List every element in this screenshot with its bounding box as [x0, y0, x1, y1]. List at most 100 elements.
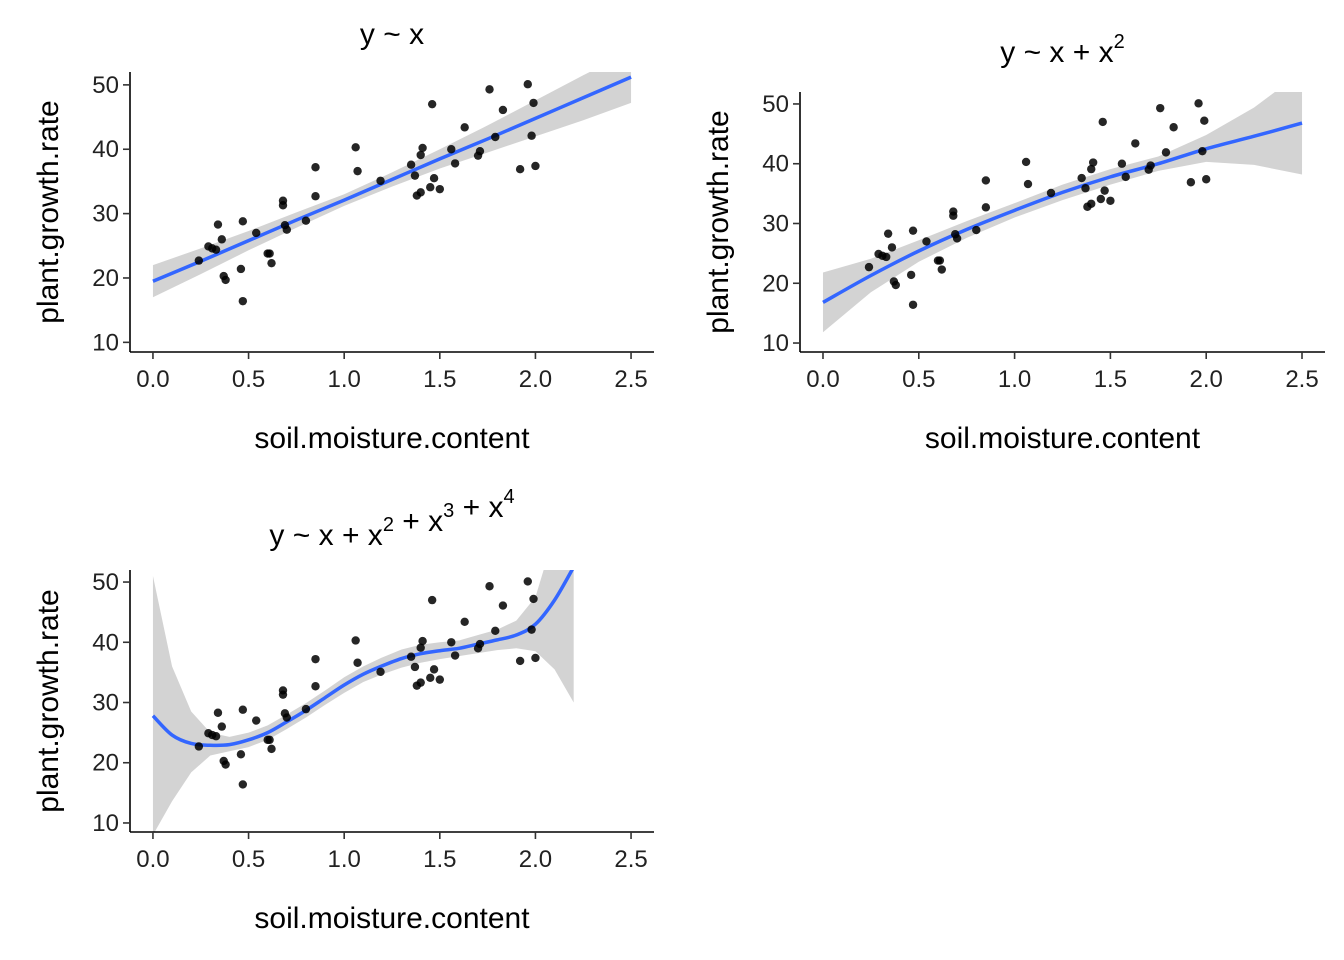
data-point: [491, 132, 500, 142]
data-point: [523, 80, 532, 89]
data-point: [891, 280, 900, 290]
data-point: [450, 651, 460, 660]
y-tick-label: 30: [762, 210, 789, 237]
data-point: [416, 643, 425, 652]
y-axis-title: plant.growth.rate: [32, 589, 65, 812]
data-point: [531, 653, 540, 663]
x-tick-label: 2.0: [519, 846, 552, 873]
data-point: [935, 256, 945, 265]
data-point: [311, 163, 320, 172]
data-point: [410, 171, 420, 180]
y-tick-label: 10: [92, 329, 119, 356]
data-point: [217, 722, 226, 731]
data-point: [267, 744, 276, 754]
data-point: [1146, 161, 1155, 170]
data-point: [194, 256, 204, 265]
data-point: [882, 252, 891, 262]
data-point: [221, 760, 230, 769]
data-point: [416, 678, 425, 687]
y-axis-title: plant.growth.rate: [702, 110, 735, 333]
panel-title: y ~ x: [360, 18, 424, 51]
x-tick-label: 0.5: [902, 366, 935, 393]
data-point: [311, 654, 320, 664]
data-point: [1117, 159, 1127, 168]
y-axis-title: plant.growth.rate: [32, 100, 65, 323]
data-point: [1131, 139, 1140, 148]
x-tick-label: 1.0: [998, 366, 1031, 393]
data-point: [1202, 175, 1211, 184]
x-tick-label: 1.0: [328, 366, 361, 393]
data-point: [238, 780, 248, 789]
data-point: [447, 145, 456, 154]
data-point: [217, 235, 226, 244]
data-point: [1186, 178, 1196, 187]
data-point: [460, 123, 469, 132]
data-point: [906, 270, 916, 280]
x-tick-label: 0.5: [232, 366, 265, 393]
data-point: [531, 161, 540, 171]
data-point: [213, 220, 223, 229]
x-tick-label: 0.0: [806, 366, 839, 393]
data-point: [435, 675, 445, 684]
data-point: [238, 705, 248, 714]
data-point: [236, 264, 246, 274]
y-tick-label: 10: [762, 330, 789, 357]
data-point: [351, 143, 360, 152]
data-point: [491, 626, 500, 636]
x-axis-title: soil.moisture.content: [925, 422, 1201, 455]
data-point: [485, 582, 494, 591]
fit-line: [822, 121, 1303, 304]
data-point: [949, 211, 958, 220]
y-tick-label: 10: [92, 810, 119, 837]
y-tick-label: 20: [92, 750, 119, 777]
data-point: [1100, 186, 1109, 195]
data-point: [952, 234, 962, 243]
panel-title: y ~ x + x2 + x3 + x4: [269, 486, 514, 552]
data-point: [1023, 179, 1033, 189]
data-point: [278, 201, 288, 210]
data-point: [410, 662, 420, 672]
data-point: [435, 184, 445, 194]
data-point: [213, 708, 223, 717]
data-point: [282, 713, 292, 722]
data-point: [475, 146, 485, 156]
data-point: [529, 594, 538, 604]
data-point: [353, 658, 362, 667]
data-point: [1021, 157, 1031, 167]
x-tick-label: 0.5: [232, 846, 265, 873]
data-point: [221, 275, 230, 285]
data-point: [527, 625, 536, 634]
data-point: [908, 226, 918, 235]
scatter-points: [864, 99, 1211, 309]
panel-1: 0.0 0.5 1.0 1.5 2.0 2.5 10 20 30 40 50 soil.moistur…: [32, 18, 654, 455]
y-tick-label: 50: [92, 569, 119, 596]
data-point: [1194, 99, 1203, 108]
data-point: [1087, 199, 1096, 208]
data-point: [981, 176, 991, 185]
data-point: [406, 160, 416, 169]
data-point: [864, 262, 874, 272]
data-point: [1087, 164, 1096, 174]
y-tick-label: 20: [762, 270, 789, 297]
data-point: [282, 225, 292, 234]
data-point: [1106, 196, 1115, 205]
confidence-band: [822, 92, 1303, 333]
data-point: [194, 742, 204, 751]
x-tick-label: 2.0: [519, 366, 552, 393]
x-axis-title: soil.moisture.content: [254, 902, 530, 935]
data-point: [427, 99, 437, 109]
data-point: [211, 732, 221, 741]
data-point: [447, 638, 456, 647]
data-point: [353, 166, 362, 176]
data-point: [265, 249, 274, 258]
data-point: [311, 682, 320, 691]
scatter-points: [194, 80, 540, 306]
x-tick-label: 2.5: [1285, 366, 1318, 393]
data-point: [887, 243, 897, 252]
panel-2: 0.0 0.5 1.0 1.5 2.0 2.5 10 20 30 40 50 soil.moistur…: [702, 31, 1325, 455]
data-point: [301, 216, 311, 225]
y-tick-label: 50: [92, 72, 119, 99]
confidence-band: [152, 72, 632, 298]
data-point: [211, 245, 221, 254]
fit-line: [152, 75, 632, 283]
